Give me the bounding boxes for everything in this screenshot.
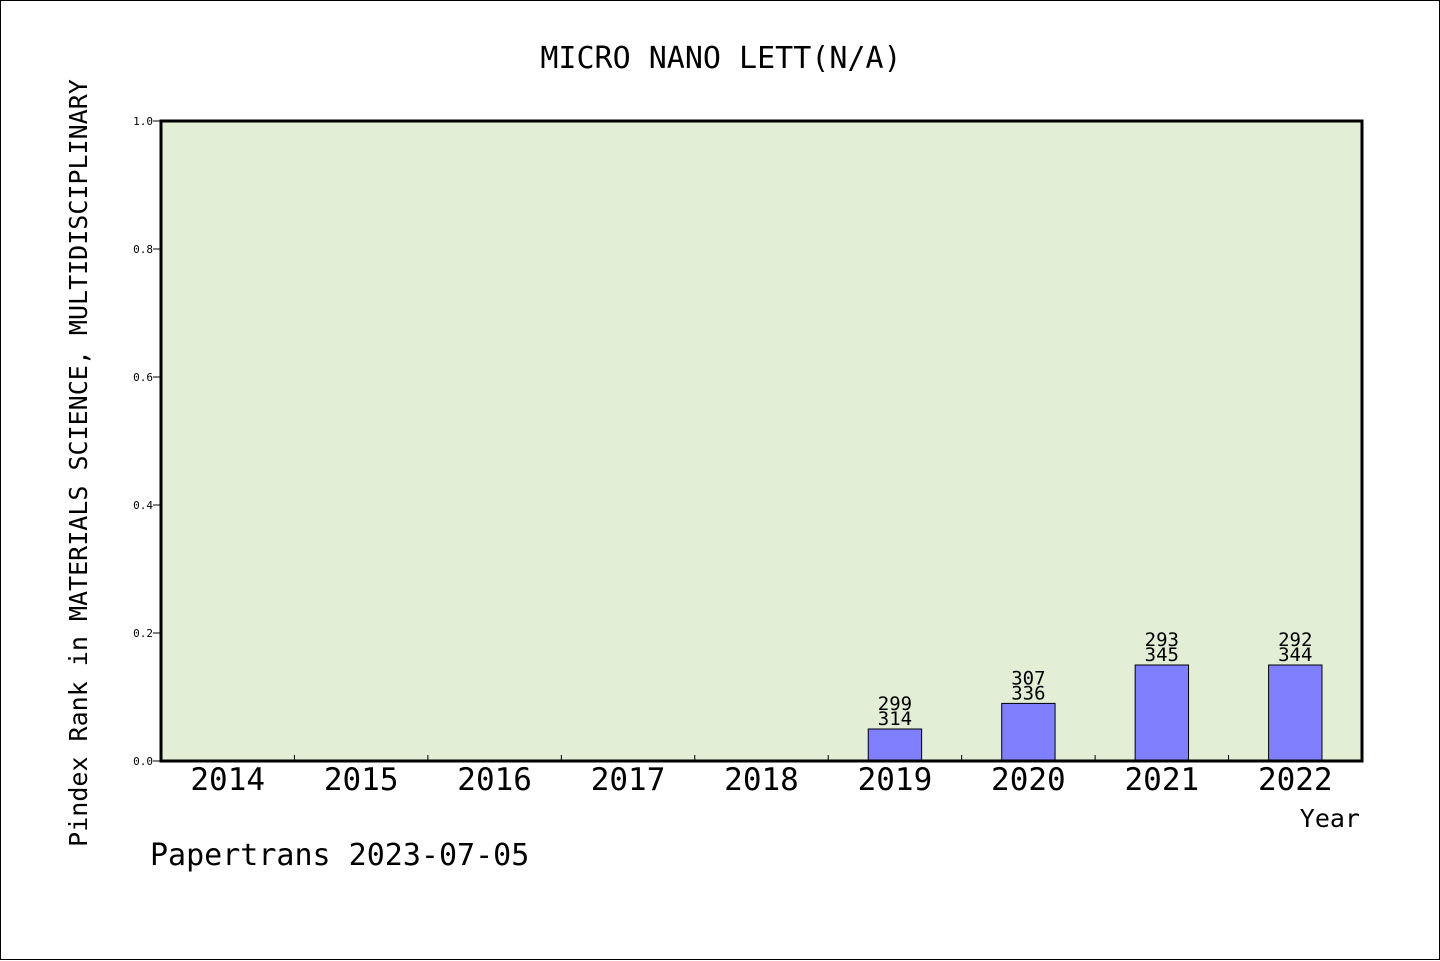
bar-2020 [1001,702,1056,762]
x-tick-label: 2020 [991,762,1066,798]
x-tick-label: 2014 [190,762,265,798]
y-axis-label: Pindex Rank in MATERIALS SCIENCE, MULTID… [64,79,93,847]
y-tick-label: 0.6 [133,371,153,384]
x-axis: 2014 2015 2016 2017 2018 2019 2020 2021 2022 [190,755,1333,798]
plot-border [159,119,1364,763]
x-tick-label: 2019 [858,762,933,798]
bar-label-rank: 293 [1145,629,1179,651]
x-tick-label: 2022 [1258,762,1333,798]
chart-title: MICRO NANO LETT(N/A) [540,41,901,76]
bars [867,664,1323,762]
bar-2022 [1268,664,1323,762]
y-tick-label: 0.8 [133,243,153,256]
bar-label-total: 345 [1145,644,1179,666]
x-tick-label: 2015 [324,762,399,798]
x-tick-label: 2018 [724,762,799,798]
bar-label-total: 314 [878,708,912,730]
plot-area [161,121,1362,761]
x-tick-label: 2021 [1125,762,1200,798]
y-axis: 0.0 0.2 0.4 0.6 0.8 1.0 [133,115,161,768]
footer-credit: Papertrans 2023-07-05 [150,838,529,873]
bar-2019 [867,728,923,762]
y-tick-label: 0.2 [133,627,153,640]
bar-2021 [1134,664,1190,762]
bar-label-rank: 299 [878,693,912,715]
bar-label-total: 344 [1278,644,1312,666]
bar-label-rank: 307 [1011,667,1045,689]
bar-label-rank: 292 [1278,629,1312,651]
y-tick-label: 0.0 [133,755,153,768]
y-tick-label: 0.4 [133,499,153,512]
x-tick-label: 2016 [457,762,532,798]
x-axis-label: Year [1300,804,1360,833]
y-tick-label: 1.0 [133,115,153,128]
bar-label-total: 336 [1011,682,1045,704]
x-tick-label: 2017 [591,762,666,798]
